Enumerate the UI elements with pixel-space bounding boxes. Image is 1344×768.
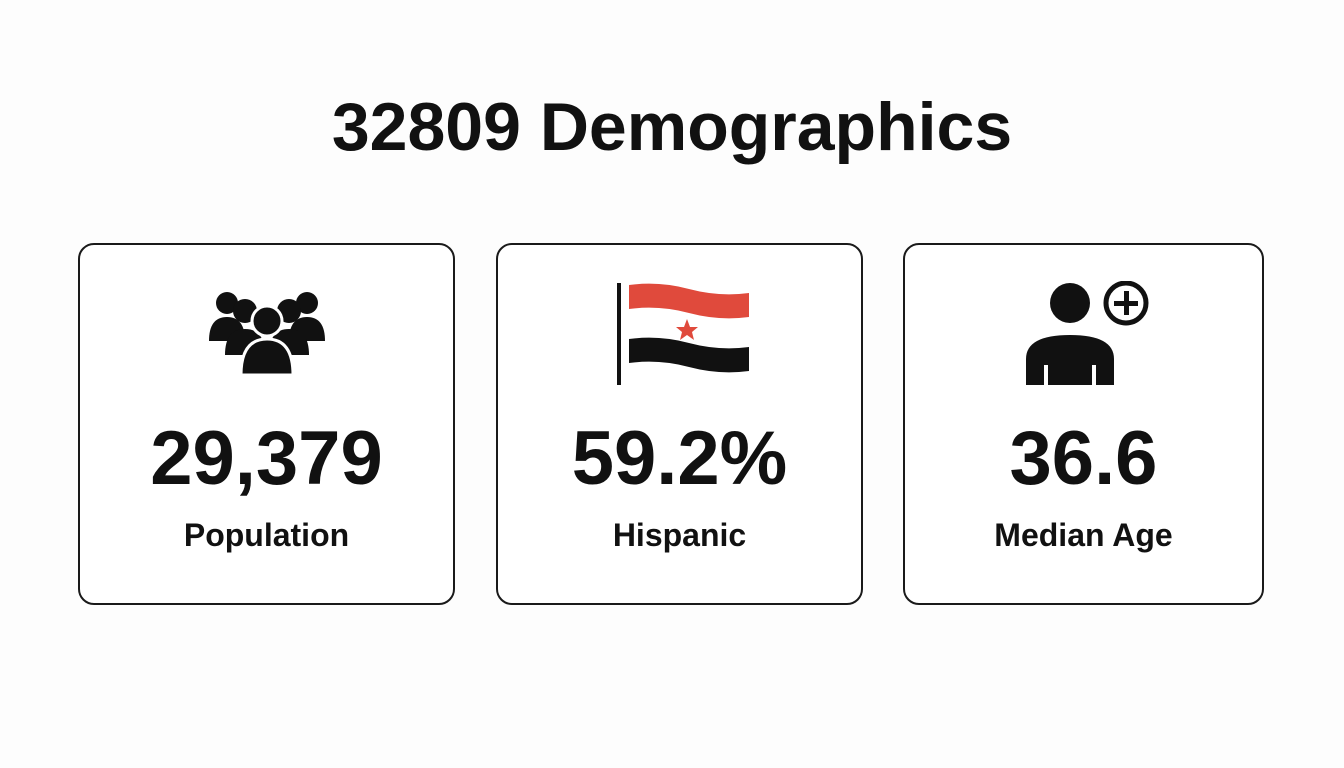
page-title: 32809 Demographics	[331, 89, 1013, 165]
stat-card: 59.2% Hispanic	[496, 243, 863, 605]
icon	[80, 281, 453, 391]
stat-card: 36.6 Median Age	[903, 243, 1264, 605]
stat-value: 59.2%	[571, 416, 788, 501]
flag-icon	[616, 283, 749, 385]
stat-label: Population	[183, 517, 350, 553]
stat-value: 36.6	[1009, 416, 1158, 501]
stat-label: Hispanic	[612, 517, 747, 553]
icon	[905, 281, 1262, 391]
stat-card: 29,379 Population	[78, 243, 455, 605]
icon	[498, 281, 861, 391]
stat-value: 29,379	[150, 416, 383, 501]
people-icon	[208, 292, 325, 377]
stat-label: Median Age	[994, 517, 1173, 553]
person-plus-icon	[1025, 281, 1148, 385]
